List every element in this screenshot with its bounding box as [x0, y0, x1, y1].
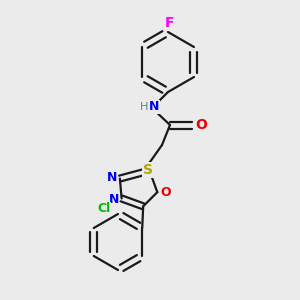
- Text: F: F: [164, 16, 174, 30]
- Text: O: O: [195, 118, 207, 132]
- Text: H: H: [140, 102, 148, 112]
- Text: Cl: Cl: [98, 202, 111, 215]
- Text: S: S: [143, 163, 153, 177]
- Text: N: N: [149, 100, 159, 113]
- Text: N: N: [108, 193, 119, 206]
- Text: O: O: [160, 186, 171, 199]
- Text: N: N: [107, 171, 117, 184]
